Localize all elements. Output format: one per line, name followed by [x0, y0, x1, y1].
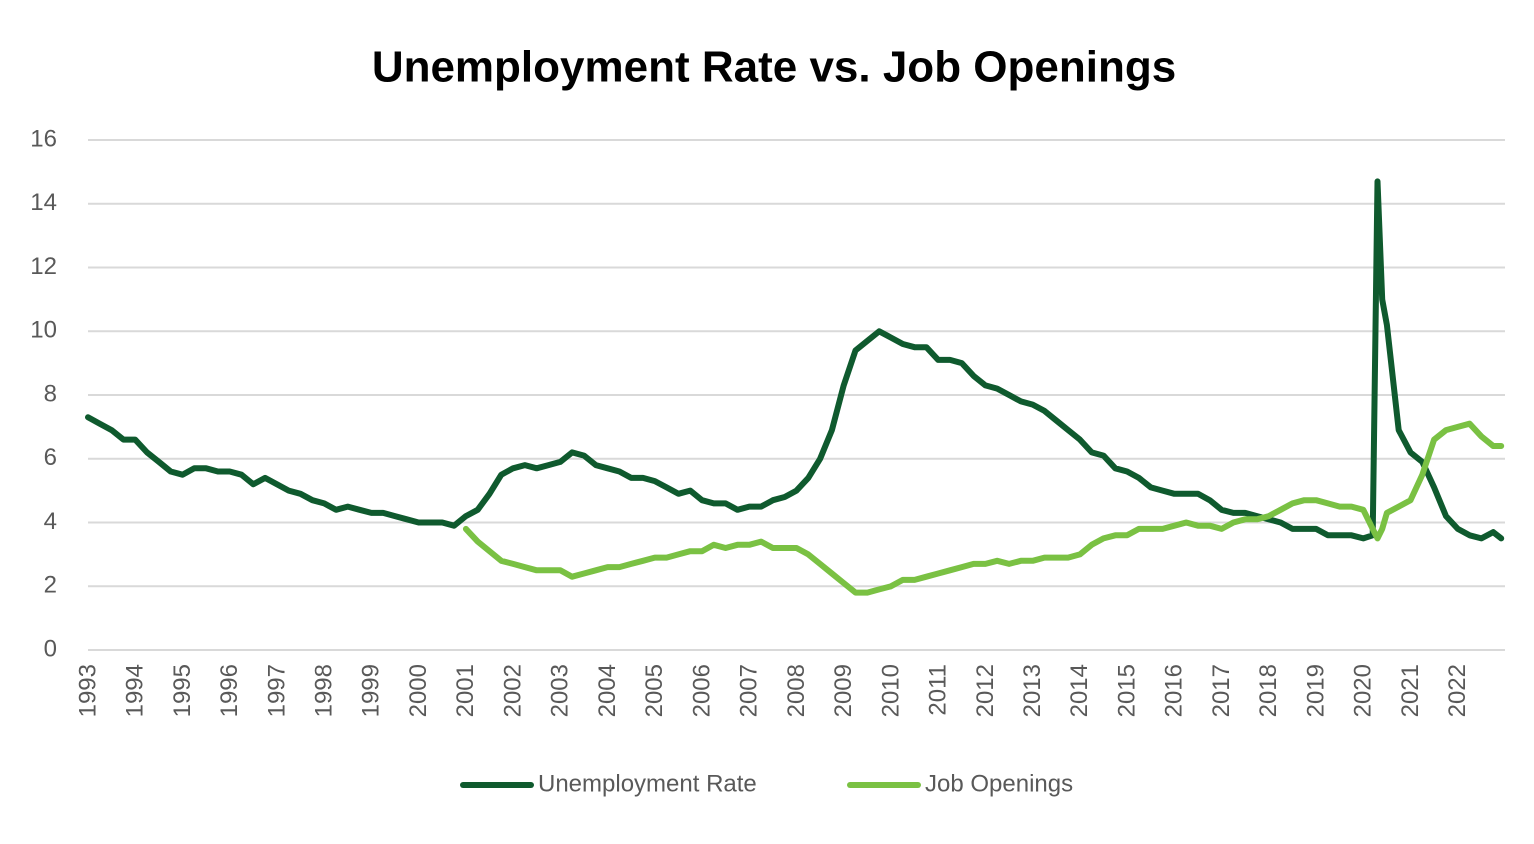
x-tick-label: 2014 — [1066, 664, 1093, 717]
y-tick-label: 2 — [44, 572, 57, 599]
y-tick-label: 10 — [30, 317, 57, 344]
x-tick-label: 2004 — [594, 664, 621, 717]
x-tick-label: 2011 — [925, 664, 952, 716]
legend-label: Unemployment Rate — [538, 770, 757, 797]
legend-label: Job Openings — [925, 770, 1073, 797]
x-tick-label: 1995 — [169, 664, 196, 717]
y-tick-label: 8 — [44, 380, 57, 407]
x-tick-label: 2008 — [783, 664, 810, 717]
x-tick-label: 1993 — [74, 664, 101, 717]
x-tick-label: 1999 — [358, 664, 385, 717]
x-tick-label: 2012 — [972, 664, 999, 717]
y-tick-label: 12 — [30, 253, 57, 280]
x-tick-label: 2022 — [1444, 664, 1471, 717]
x-tick-label: 2013 — [1019, 664, 1046, 717]
x-tick-label: 2003 — [547, 664, 574, 717]
data-line — [85, 178, 1505, 542]
x-tick-label: 2017 — [1208, 664, 1235, 717]
x-tick-label: 2009 — [830, 664, 857, 717]
x-tick-label: 2016 — [1161, 664, 1188, 717]
x-tick-label: 2020 — [1350, 664, 1377, 717]
y-tick-label: 6 — [44, 444, 57, 471]
x-tick-label: 2015 — [1113, 664, 1140, 717]
x-tick-label: 2001 — [452, 664, 479, 717]
x-tick-label: 1994 — [122, 664, 149, 717]
data-line — [462, 420, 1505, 596]
x-tick-label: 2005 — [641, 664, 668, 717]
x-tick-label: 1997 — [263, 664, 290, 717]
chart-title: Unemployment Rate vs. Job Openings — [372, 43, 1176, 92]
x-tick-label: 2021 — [1397, 664, 1424, 717]
x-tick-label: 2002 — [499, 664, 526, 717]
y-tick-label: 16 — [30, 125, 57, 152]
x-tick-label: 2018 — [1255, 664, 1282, 717]
x-tick-label: 2019 — [1302, 664, 1329, 717]
x-tick-label: 1998 — [311, 664, 338, 717]
x-tick-label: 2006 — [688, 664, 715, 717]
y-tick-label: 4 — [44, 508, 57, 535]
x-tick-label: 2010 — [877, 664, 904, 717]
x-tick-label: 2007 — [736, 664, 763, 717]
y-tick-label: 14 — [30, 189, 57, 216]
y-tick-label: 0 — [44, 635, 57, 662]
x-tick-label: 1996 — [216, 664, 243, 717]
x-tick-label: 2000 — [405, 664, 432, 717]
